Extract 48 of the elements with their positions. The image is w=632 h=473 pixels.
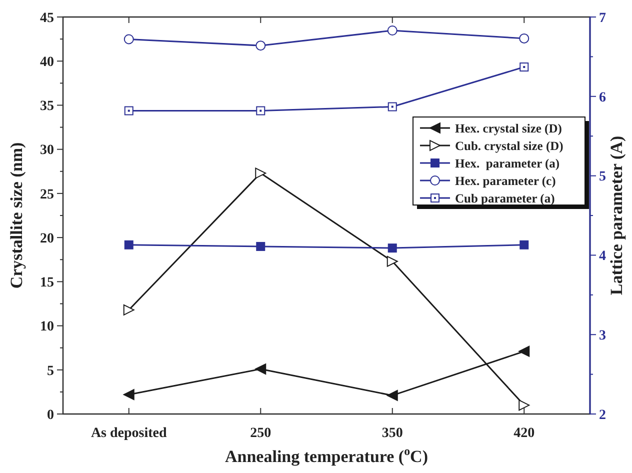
y-tick-label: 5 bbox=[47, 364, 54, 379]
y-tick-label: 25 bbox=[40, 187, 54, 202]
point bbox=[123, 389, 134, 400]
x-tick-label: As deposited bbox=[90, 426, 168, 441]
legend-label: Hex. parameter (c) bbox=[455, 174, 556, 188]
x-tick-label: 420 bbox=[514, 426, 535, 441]
y-tick-label: 20 bbox=[40, 231, 54, 246]
point bbox=[387, 26, 398, 36]
point bbox=[256, 40, 266, 51]
point bbox=[386, 256, 398, 267]
point bbox=[520, 240, 529, 250]
point bbox=[255, 364, 266, 375]
y-axis-title: Crystallite size (nm) bbox=[7, 142, 26, 289]
y2-tick-label: 3 bbox=[599, 328, 606, 344]
y2-tick-label: 6 bbox=[599, 90, 606, 106]
point bbox=[518, 400, 530, 411]
y-tick-label: 45 bbox=[40, 10, 54, 26]
point bbox=[256, 242, 266, 251]
point bbox=[520, 62, 529, 72]
point bbox=[388, 102, 397, 112]
y2-tick-label: 2 bbox=[599, 408, 606, 423]
point bbox=[123, 304, 134, 316]
y-tick-label: 10 bbox=[40, 320, 54, 335]
legend-label: Hex. parameter (a) bbox=[455, 156, 560, 170]
point bbox=[518, 346, 530, 357]
point bbox=[386, 390, 398, 401]
y-tick-label: 0 bbox=[47, 408, 54, 423]
legend-label: Hex. crystal size (D) bbox=[455, 121, 562, 136]
y-tick-label: 15 bbox=[40, 276, 54, 291]
point bbox=[255, 168, 266, 179]
x-axis-title: Annealing temperature ($^{o}$C) bbox=[224, 444, 428, 466]
y-tick-label: 30 bbox=[40, 143, 54, 158]
point bbox=[124, 34, 134, 44]
y2-tick-label: 7 bbox=[599, 10, 606, 26]
y2-tick-label: 4 bbox=[599, 249, 606, 264]
point bbox=[388, 244, 397, 253]
y-tick-label: 40 bbox=[40, 55, 54, 70]
point bbox=[124, 106, 134, 116]
legend-label: Cub parameter (a) bbox=[455, 191, 555, 206]
point bbox=[256, 106, 266, 116]
y-tick-label: 35 bbox=[40, 99, 54, 114]
y2-tick-label: 5 bbox=[599, 170, 606, 185]
x-tick-label: 250 bbox=[250, 426, 272, 441]
point bbox=[519, 33, 530, 44]
point bbox=[124, 240, 134, 250]
legend-label: Cub. crystal size (D) bbox=[455, 138, 564, 153]
y2-axis-title: Lattice parameter (A) bbox=[607, 136, 626, 296]
x-tick-label: 350 bbox=[382, 426, 403, 441]
